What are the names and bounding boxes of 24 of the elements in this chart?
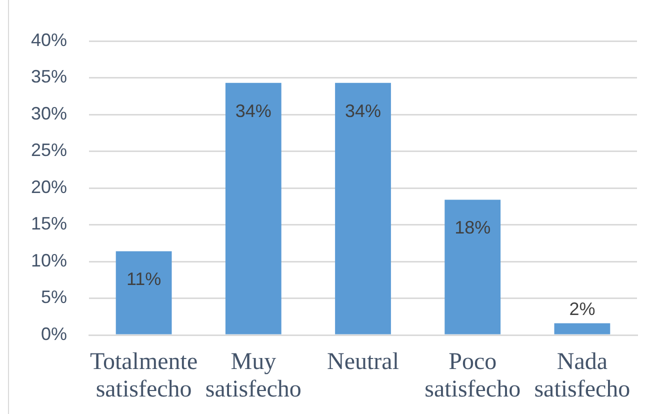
x-tick-label: Poco satisfecho <box>424 349 521 403</box>
x-tick-label: Muy satisfecho <box>205 349 302 403</box>
data-label: 34% <box>235 100 272 121</box>
y-tick-label: 5% <box>40 287 67 308</box>
bar <box>225 82 282 334</box>
bar <box>335 82 391 334</box>
bar <box>444 200 501 334</box>
bar <box>116 251 172 334</box>
y-tick-label: 15% <box>30 214 67 234</box>
y-tick-label: 0% <box>40 324 67 344</box>
y-tick-label: 10% <box>30 250 67 270</box>
bar <box>554 323 610 334</box>
x-tick-label: Nada satisfecho <box>534 349 630 403</box>
data-label: 18% <box>454 218 491 238</box>
x-tick-label: Neutral <box>327 349 400 376</box>
y-tick-label: 25% <box>30 140 67 160</box>
y-tick-label: 30% <box>30 103 67 124</box>
data-label: 11% <box>126 269 162 290</box>
x-tick-label: Totalmente satisfecho <box>90 349 198 403</box>
data-label: 34% <box>344 100 382 121</box>
y-tick-label: 20% <box>30 176 67 197</box>
data-label: 2% <box>569 299 596 320</box>
y-tick-label: 40% <box>30 30 67 50</box>
y-tick-label: 35% <box>30 66 67 87</box>
